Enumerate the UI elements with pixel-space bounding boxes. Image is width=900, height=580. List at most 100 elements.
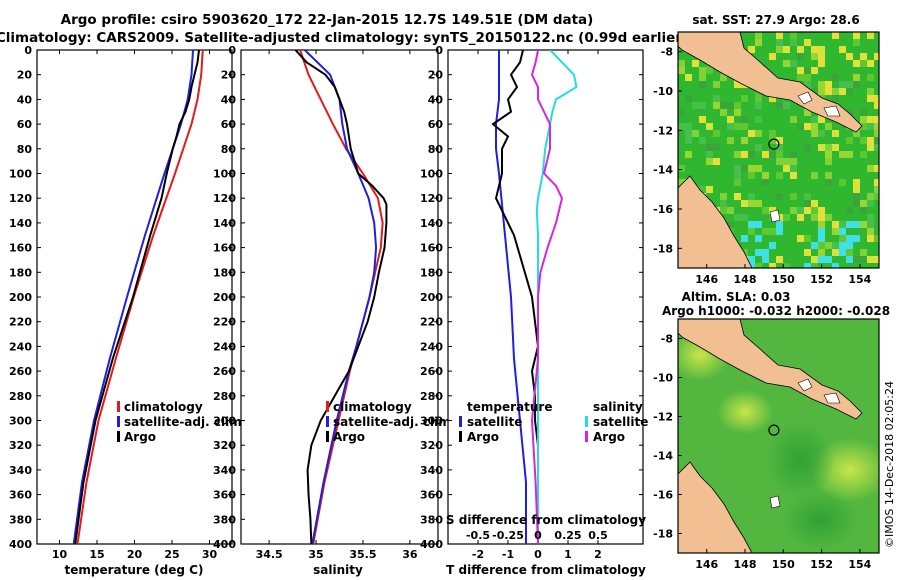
y-tick-label: 20 [428, 69, 444, 82]
s-diff-tick-label: -0.5 [466, 529, 490, 542]
sst-cell [860, 116, 867, 123]
sst-cell [811, 116, 818, 123]
legend-t-argo: Argo [467, 430, 499, 444]
sst-cell [748, 193, 755, 200]
y-tick-label: 280 [420, 390, 443, 403]
salinity-argo-line [294, 50, 388, 544]
sst-cell [748, 151, 755, 158]
sst-cell [769, 95, 776, 102]
y-tick-label: 320 [9, 439, 32, 452]
imos-credit: ©IMOS 14-Dec-2018 02:05:24 [883, 381, 896, 548]
salinity-xlabel: salinity [313, 563, 363, 577]
legend-salinity-heading: salinity [593, 400, 643, 414]
sst-cell [825, 123, 832, 130]
lat-tick-label: -16 [653, 489, 673, 502]
sst-cell [853, 179, 860, 186]
sst-cell [818, 221, 825, 228]
sla-islands [769, 378, 841, 509]
sst-cell [790, 39, 797, 46]
sst-cell [783, 214, 790, 221]
legend-swatch [585, 431, 588, 442]
sst-cell [762, 207, 769, 214]
sst-cell [818, 60, 825, 67]
sst-cell [839, 123, 846, 130]
sst-cell [748, 46, 755, 53]
sst-cell [853, 39, 860, 46]
sst-cell [762, 256, 769, 263]
sst-cell [797, 67, 804, 74]
lon-tick-label: 150 [772, 273, 795, 286]
sst-cell [762, 249, 769, 256]
sst-cell [755, 144, 762, 151]
sst-cell [874, 235, 879, 242]
sst-cell [769, 130, 776, 137]
sst-cell [860, 221, 867, 228]
sst-cell [678, 67, 685, 74]
sst-cell [720, 200, 727, 207]
sla-low-anomaly [780, 490, 860, 550]
sst-cell [713, 102, 720, 109]
salinity-x-ticks: 34.5 35 35.5 36 [256, 50, 418, 561]
temperature-climatology-line [76, 50, 204, 544]
x-tick-label: 34.5 [256, 548, 283, 561]
sst-cell [720, 109, 727, 116]
sst-cell [867, 137, 874, 144]
sst-cell [853, 74, 860, 81]
sla-map-subtitle: Argo h1000: -0.032 h2000: -0.028 [662, 304, 890, 318]
difference-x-ticks: -2 -1 0 1 2 [472, 50, 602, 561]
y-tick-label: 360 [213, 489, 236, 502]
sst-cell [790, 158, 797, 165]
y-tick-label: 300 [9, 415, 32, 428]
sst-cell [755, 221, 762, 228]
salinity-panel: 0204060801001201401601802002202402602803… [213, 44, 455, 577]
sst-cell [699, 130, 706, 137]
difference-panel: 0204060801001201401601802002202402602803… [420, 44, 648, 577]
sst-cell [846, 249, 853, 256]
t-diff-argo-line [491, 50, 540, 544]
sst-cell [867, 242, 874, 249]
sst-cell [685, 67, 692, 74]
y-tick-label: 120 [420, 192, 443, 205]
sst-cell [846, 207, 853, 214]
sst-cell [839, 193, 846, 200]
y-tick-label: 260 [213, 365, 236, 378]
sst-cell [860, 151, 867, 158]
sst-cell [811, 130, 818, 137]
sst-cell [769, 242, 776, 249]
sst-cell [860, 88, 867, 95]
sst-lat-ticks: -8 -10 -12 -14 -16 -18 [653, 46, 682, 255]
salinity-axes [240, 49, 439, 545]
sst-cell [811, 172, 818, 179]
sst-cell [860, 109, 867, 116]
sst-cell [818, 46, 825, 53]
temperature-legend: climatology satellite-adj. clim. Argo [117, 400, 246, 444]
y-tick-label: 160 [213, 242, 236, 255]
sst-cell [720, 74, 727, 81]
lat-tick-label: -8 [661, 46, 673, 59]
sst-cell [685, 95, 692, 102]
s-diff-argo-line [530, 50, 564, 544]
sst-cell [839, 242, 846, 249]
difference-legend-temperature: temperature satellite Argo [459, 400, 552, 444]
sst-cell [825, 179, 832, 186]
sst-cell [874, 179, 879, 186]
sst-cell [678, 60, 685, 67]
sst-cell [720, 207, 727, 214]
sst-cell [790, 165, 797, 172]
sla-lat-ticks: -8 -10 -12 -14 -16 -18 [653, 333, 682, 541]
sst-cell [713, 158, 720, 165]
sst-cell [839, 179, 846, 186]
sst-cell [685, 130, 692, 137]
salinity-satellite-line [304, 50, 378, 544]
sst-cell [853, 109, 860, 116]
sst-cell [734, 81, 741, 88]
x-tick-label: 35.5 [349, 548, 376, 561]
sst-cell [769, 207, 776, 214]
sst-cell [678, 165, 685, 172]
sst-cell [692, 60, 699, 67]
y-tick-label: 0 [24, 44, 32, 57]
sst-land-new-guinea [678, 32, 863, 133]
y-tick-label: 240 [213, 340, 236, 353]
y-tick-label: 240 [420, 340, 443, 353]
lat-tick-label: -10 [653, 85, 673, 98]
